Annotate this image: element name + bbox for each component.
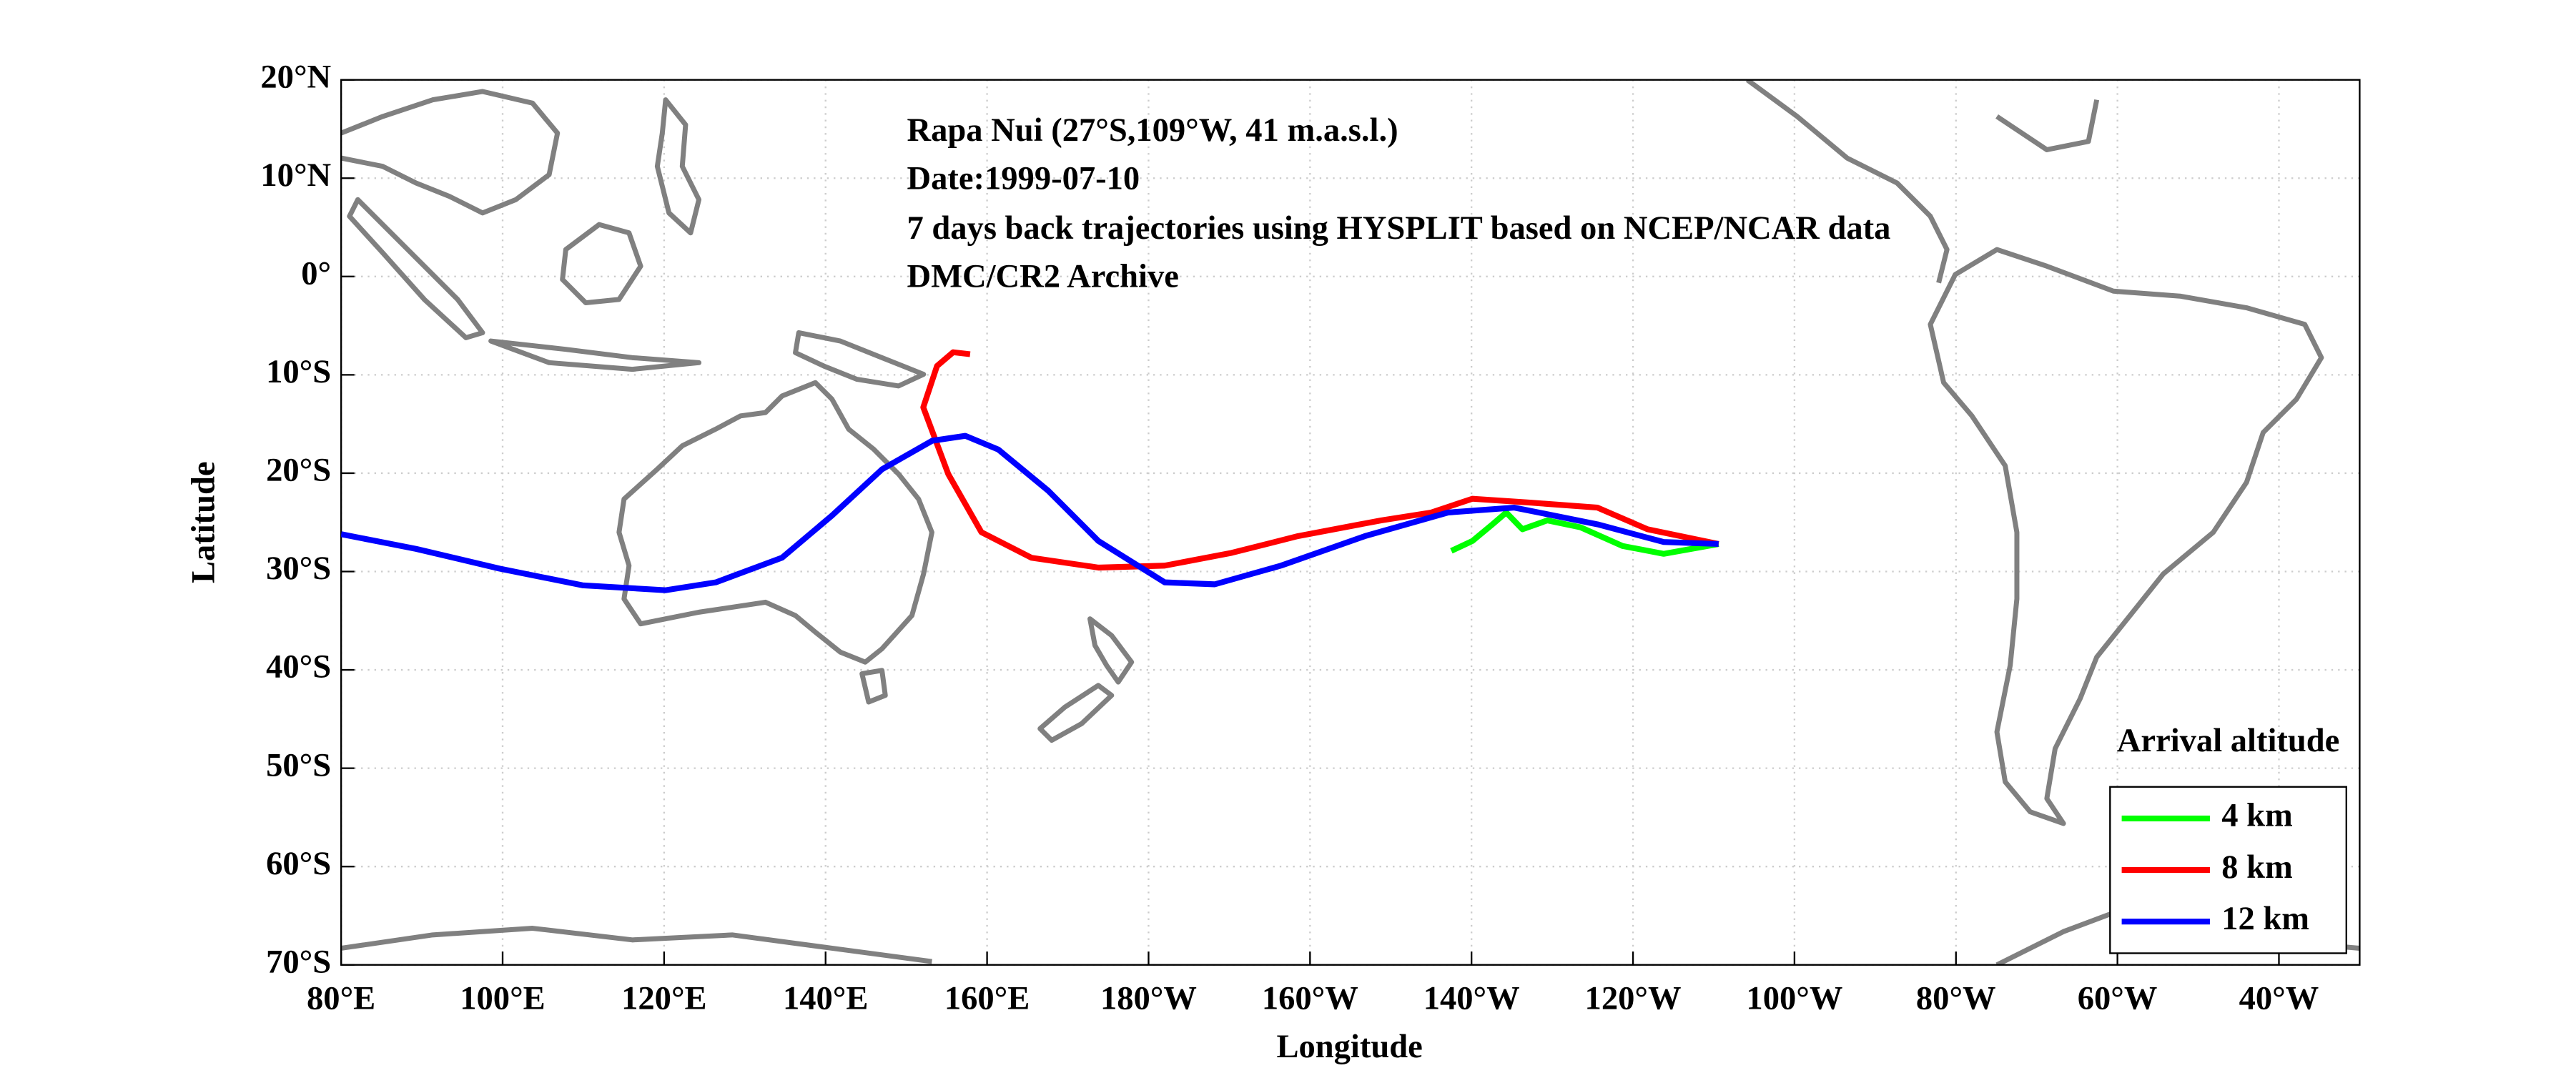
trajectory-line [920,349,1719,571]
x-tick-label: 80°W [1916,981,1996,1017]
sumatra [347,197,485,340]
trajectory-line [341,432,1719,593]
annotation: DMC/CR2 Archive [907,259,1178,295]
java [488,338,702,372]
new-zealand-north [1087,616,1135,685]
y-tick-label: 40°S [266,649,331,686]
tasmania [859,668,888,705]
y-tick-label: 10°S [266,354,331,390]
x-tick-label: 100°E [460,981,545,1017]
x-tick-label: 40°W [2239,981,2319,1017]
y-tick-label: 20°N [260,59,331,95]
legend: Arrival altitude 4 km 8 km 12 km [2109,723,2347,954]
indochina [341,89,561,216]
trajectories [341,349,1719,593]
x-axis-label: Longitude [1276,1029,1422,1065]
legend-label: 12 km [2221,901,2309,937]
plot-frame [340,79,2361,966]
y-tick-label: 20°S [266,453,331,489]
x-tick-label: 60°W [2078,981,2158,1017]
y-tick-label: 30°S [266,550,331,587]
annotation: Rapa Nui (27°S,109°W, 41 m.a.s.l.) [907,112,1398,149]
new-zealand-south [1037,683,1115,743]
x-tick-label: 100°W [1746,981,1842,1017]
y-tick-label: 10°N [260,157,331,194]
x-tick-label: 140°W [1423,981,1520,1017]
annotation: 7 days back trajectories using HYSPLIT b… [907,210,1890,247]
y-axis-label: Latitude [185,461,222,583]
ticks: 80°E 100°E 120°E 140°E 160°E 180°W 160°W 140°W 1… [260,59,2319,1017]
y-tick-label: 0° [301,256,331,292]
legend-label: 4 km [2221,798,2293,834]
x-tick-label: 80°E [307,981,375,1017]
legend-title: Arrival altitude [2117,723,2339,759]
x-tick-label: 160°E [944,981,1030,1017]
y-tick-label: 70°S [266,944,331,980]
y-tick-label: 60°S [266,846,331,882]
x-tick-label: 160°W [1262,981,1358,1017]
central-america [1745,79,2100,284]
x-tick-label: 180°W [1100,981,1197,1017]
x-tick-label: 120°W [1585,981,1682,1017]
trajectory-line [1450,509,1719,557]
x-tick-label: 120°E [621,981,706,1017]
annotation: Date:1999-07-10 [907,160,1140,197]
philippines [654,97,702,236]
legend-label: 8 km [2221,849,2293,886]
y-tick-label: 50°S [266,747,331,783]
australia [616,380,934,665]
new-guinea [793,330,927,389]
south-america [1928,247,2324,826]
x-tick-label: 140°E [783,981,868,1017]
borneo [560,222,643,306]
plot-area [341,79,2360,965]
